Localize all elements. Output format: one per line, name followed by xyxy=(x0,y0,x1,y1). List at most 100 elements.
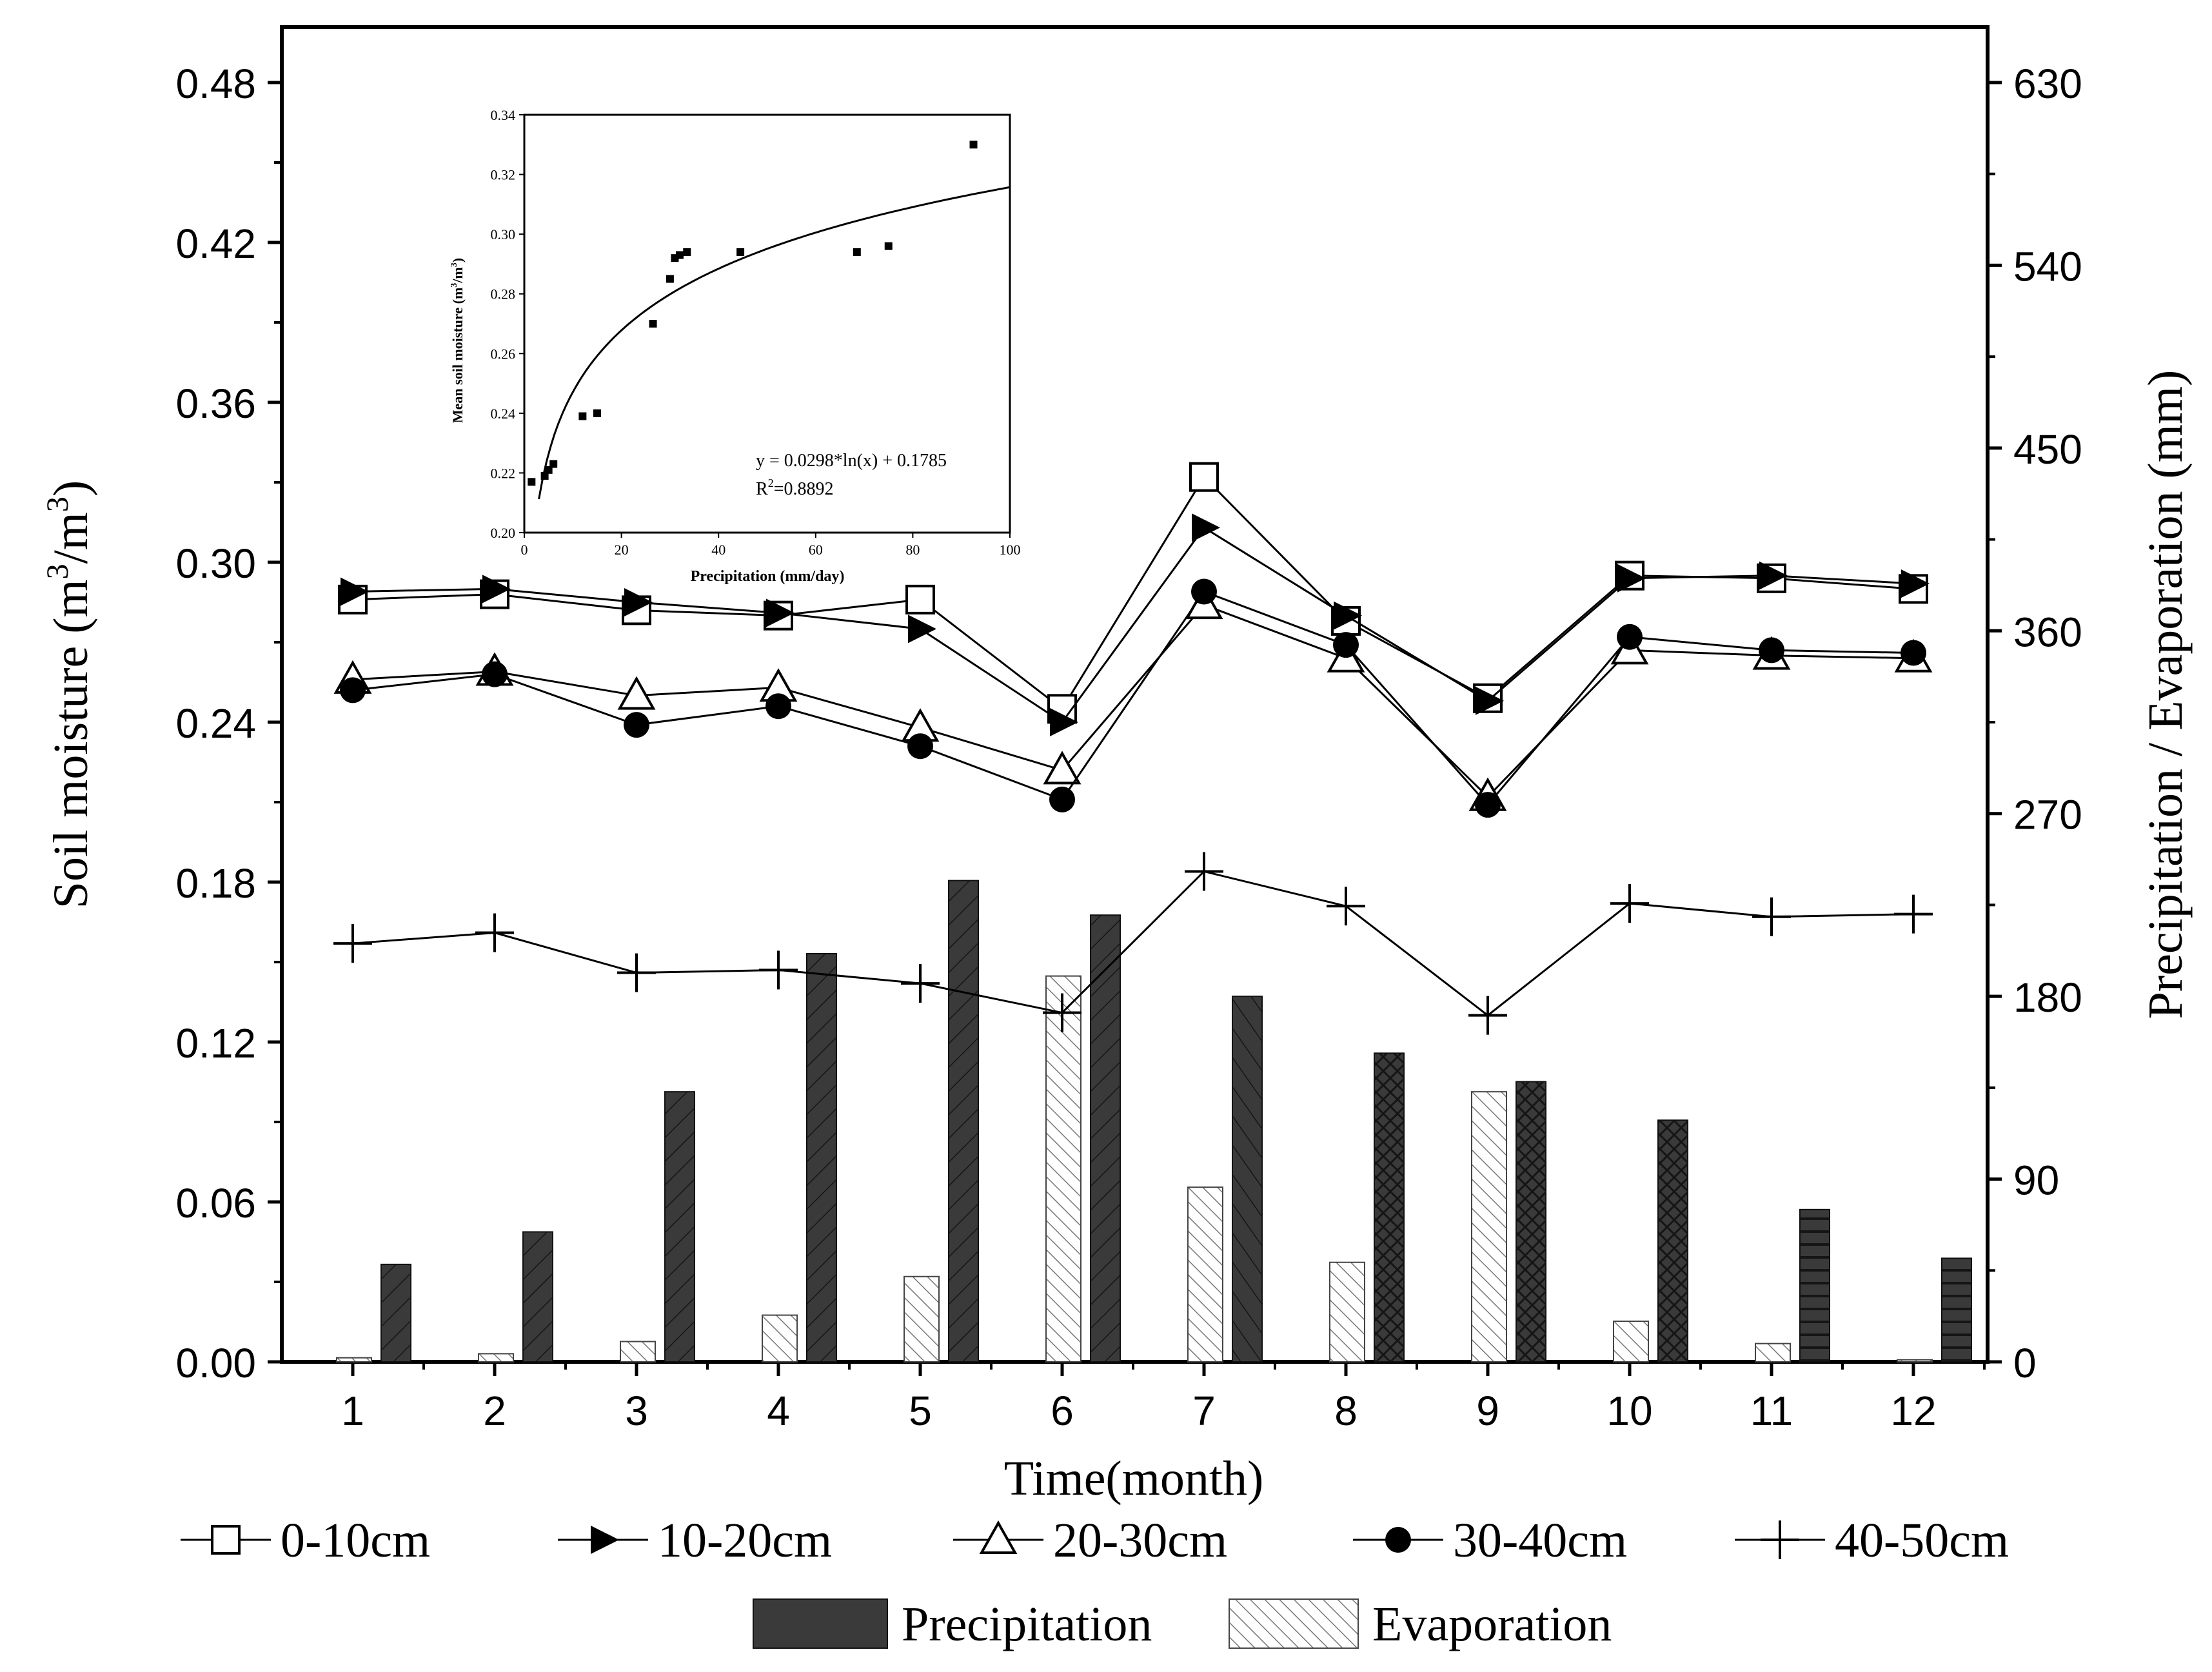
inset-data-point xyxy=(540,472,549,480)
marker-filled-triangle xyxy=(624,588,653,616)
inset-data-point xyxy=(578,412,587,420)
inset-points xyxy=(528,141,978,486)
y-axis-right-label: Precipitation / Evaporation (mm) xyxy=(2138,370,2193,1019)
x-tick-label: 7 xyxy=(1192,1388,1216,1434)
marker-plus xyxy=(1610,884,1649,923)
inset-y-tick-label: 0.32 xyxy=(491,167,516,183)
legend-label: 30-40cm xyxy=(1453,1513,1627,1568)
precipitation-bar xyxy=(1374,1052,1405,1363)
legend-swatch-evaporation xyxy=(1229,1598,1359,1649)
marker-filled-circle xyxy=(1617,624,1643,650)
inset-y-tick-label: 0.22 xyxy=(491,465,516,481)
inset-data-point xyxy=(666,275,674,283)
y-left-label-sup: 3 xyxy=(41,564,75,579)
inset-data-point xyxy=(683,248,691,256)
legend-label: 40-50cm xyxy=(1835,1513,2009,1568)
marker-open-triangle xyxy=(979,1520,1018,1554)
x-tick-label: 1 xyxy=(341,1388,364,1434)
inset-y-axis-label: Mean soil moisture (m3/m3) xyxy=(449,258,466,423)
main-plot-frame xyxy=(280,25,1990,1364)
legend: 0-10cm 10-20cm 20-30cm 30-40cm 40-50cm Precip… xyxy=(181,1513,2009,1651)
marker-plus xyxy=(759,950,798,990)
y-left-tick-label: 0.42 xyxy=(175,221,256,267)
evaporation-bar xyxy=(1613,1321,1649,1362)
inset-y-tick-label: 0.24 xyxy=(491,406,516,422)
y-left-tick-label: 0.48 xyxy=(175,61,256,107)
inset-equation: y = 0.0298*ln(x) + 0.1785 xyxy=(756,451,947,471)
marker-open-square xyxy=(905,584,935,615)
bar-layer xyxy=(336,880,1972,1363)
marker-plus xyxy=(1043,993,1081,1032)
inset-x-tick-label: 80 xyxy=(905,542,920,558)
marker-plus xyxy=(617,953,656,992)
inset-x-tick-label: 20 xyxy=(615,542,629,558)
precipitation-bar xyxy=(664,1091,695,1362)
evaporation-bar xyxy=(1755,1343,1791,1363)
marker-open-triangle xyxy=(1043,751,1081,785)
inset-axes: 0 20 40 60 80 100 0.20 0.22 0.24 0.26 0.28 0.30 0.32… xyxy=(491,107,1021,558)
series-line-10-20cm xyxy=(352,526,1914,724)
inset-x-tick-label: 40 xyxy=(711,542,726,558)
inset-y-tick-label: 0.28 xyxy=(491,286,516,302)
legend-label: Precipitation xyxy=(902,1597,1152,1651)
marker-filled-circle xyxy=(1475,792,1501,818)
inset-plot-frame xyxy=(523,113,1011,534)
marker-filled-triangle xyxy=(1759,561,1788,590)
marker-filled-circle xyxy=(765,693,791,720)
precipitation-bar xyxy=(380,1263,411,1363)
precipitation-bar xyxy=(1657,1119,1688,1362)
evaporation-bar xyxy=(1045,975,1081,1362)
legend-label: 10-20cm xyxy=(658,1513,832,1568)
marker-plus xyxy=(901,964,940,1003)
marker-filled-circle xyxy=(1191,578,1217,605)
marker-open-square xyxy=(1189,462,1219,492)
inset-data-point xyxy=(649,320,657,328)
precipitation-bar xyxy=(1090,914,1121,1362)
y-left-tick-label: 0.30 xyxy=(175,540,256,587)
marker-filled-triangle xyxy=(908,615,936,644)
evaporation-bar xyxy=(762,1314,798,1362)
inset-fit-curve xyxy=(538,186,1011,500)
inset-r2-prefix: R xyxy=(756,479,768,499)
marker-plus xyxy=(333,924,372,963)
inset-x-tick-label: 100 xyxy=(1000,542,1021,558)
evaporation-bar xyxy=(1897,1359,1933,1363)
marker-filled-triangle xyxy=(1050,708,1078,736)
series-line-0-10cm xyxy=(352,475,1914,711)
y-left-label-part: Soil moisture (m xyxy=(44,579,98,909)
marker-open-triangle xyxy=(617,676,656,710)
precipitation-bar xyxy=(1799,1208,1830,1363)
evaporation-bar xyxy=(1329,1261,1365,1362)
inset-y-label-sup: 3 xyxy=(449,283,459,288)
inset-x-tick-label: 0 xyxy=(521,542,528,558)
inset-y-label-sup: 3 xyxy=(449,262,459,267)
marker-filled-triangle xyxy=(482,575,511,604)
marker-open-square xyxy=(211,1525,241,1555)
marker-filled-circle xyxy=(1759,637,1784,664)
inset-r2-value: =0.8892 xyxy=(774,479,834,499)
precipitation-bar xyxy=(1941,1257,1972,1363)
marker-filled-circle xyxy=(907,733,933,760)
inset-x-tick-label: 60 xyxy=(809,542,823,558)
inset-y-tick-label: 0.26 xyxy=(491,346,516,362)
inset-data-point xyxy=(593,409,601,417)
inset-data-point xyxy=(853,248,861,256)
inset-chart: 0 20 40 60 80 100 0.20 0.22 0.24 0.26 0.28 0.30 0.32… xyxy=(449,107,1021,585)
inset-data-point xyxy=(736,248,745,256)
precipitation-bar xyxy=(522,1231,553,1363)
x-tick-label: 4 xyxy=(767,1388,790,1434)
x-axis-label: Time(month) xyxy=(1004,1451,1264,1506)
marker-filled-triangle xyxy=(1192,513,1220,542)
x-tick-label: 8 xyxy=(1334,1388,1358,1434)
inset-y-tick-label: 0.34 xyxy=(491,107,516,123)
series-line-20-30cm xyxy=(352,604,1914,798)
evaporation-bar xyxy=(336,1357,372,1363)
inset-y-tick-label: 0.30 xyxy=(491,226,516,242)
marker-plus xyxy=(1468,996,1507,1035)
y-right-tick-label: 450 xyxy=(2013,426,2082,473)
y-left-tick-label: 0.24 xyxy=(175,700,256,747)
y-right-tick-label: 180 xyxy=(2013,974,2082,1021)
y-axis-left-label: Soil moisture (m3/m3) xyxy=(41,480,98,909)
marker-filled-triangle xyxy=(341,577,369,606)
